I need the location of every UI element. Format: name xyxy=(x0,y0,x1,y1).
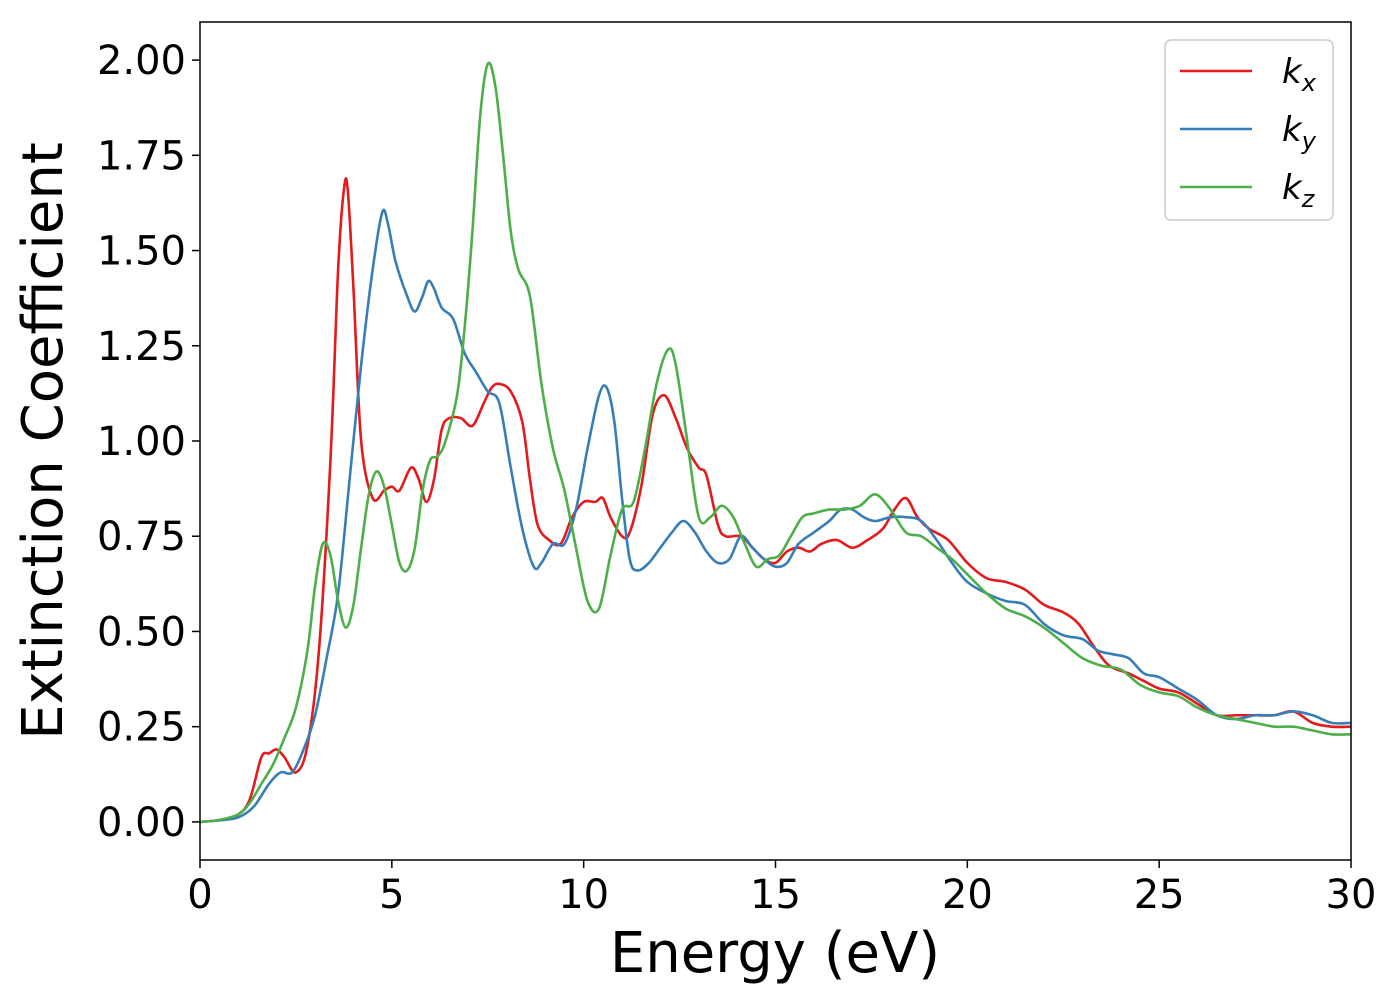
y-axis-label: Extinction Coefficient xyxy=(11,142,76,740)
x-tick-label: 20 xyxy=(942,872,993,918)
series-lines xyxy=(200,61,1351,824)
x-axis-label: Energy (eV) xyxy=(610,921,940,986)
y-tick-label: 0.75 xyxy=(97,514,186,560)
x-tick-label: 5 xyxy=(379,872,404,918)
x-tick-label: 25 xyxy=(1134,872,1185,918)
y-tick-label: 0.25 xyxy=(97,705,186,751)
y-axis: 0.00 0.25 0.50 0.75 1.00 1.25 1.50 1.75 2.00 xyxy=(97,38,200,846)
y-tick-label: 1.75 xyxy=(97,133,186,179)
x-axis: 0 5 10 15 20 25 30 xyxy=(187,860,1376,918)
x-tick-label: 15 xyxy=(750,872,801,918)
y-tick-label: 1.25 xyxy=(97,324,186,370)
series-line-kz xyxy=(200,61,1351,824)
y-tick-label: 1.50 xyxy=(97,229,186,275)
x-tick-label: 10 xyxy=(558,872,609,918)
y-tick-label: 0.00 xyxy=(97,800,186,846)
x-tick-label: 0 xyxy=(187,872,212,918)
series-line-ky xyxy=(200,208,1351,824)
series-line-kx xyxy=(200,177,1351,824)
y-tick-label: 1.00 xyxy=(97,419,186,465)
y-tick-label: 0.50 xyxy=(97,609,186,655)
y-tick-label: 2.00 xyxy=(97,38,186,84)
x-tick-label: 30 xyxy=(1326,872,1377,918)
